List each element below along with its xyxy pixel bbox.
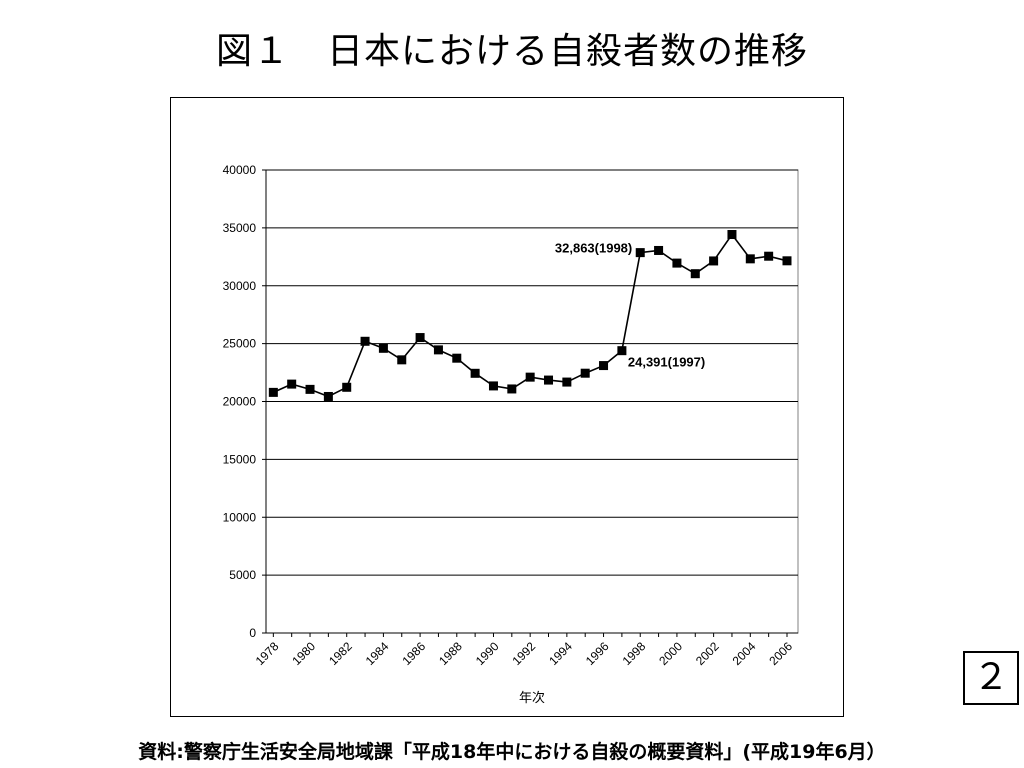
x-tick-label: 2006: [766, 639, 795, 668]
line-chart: 0 5000 10000 15000 20000 25000 30000 35000 40000…: [223, 163, 799, 706]
x-tick-label: 1988: [436, 639, 465, 668]
data-point: [727, 230, 737, 240]
x-axis-label: 年次: [519, 690, 545, 706]
y-tick-label: 10000: [223, 510, 257, 524]
x-tick-label: 2004: [730, 639, 759, 668]
data-point: [342, 382, 352, 392]
x-tick-label: 1978: [253, 639, 282, 668]
data-point: [323, 391, 333, 401]
data-label: 32,863(1998): [555, 241, 632, 256]
slide-title: 図１ 日本における自殺者数の推移: [215, 31, 808, 72]
x-tick-label: 1980: [289, 639, 318, 668]
data-point: [433, 345, 443, 355]
y-tick-label: 40000: [223, 163, 257, 177]
data-point: [562, 377, 572, 387]
data-point: [525, 372, 535, 382]
y-tick-label: 30000: [223, 279, 257, 293]
data-point: [397, 355, 407, 365]
data-point: [782, 256, 792, 266]
data-point: [654, 245, 664, 255]
data-point: [488, 381, 498, 391]
data-label: 24,391(1997): [628, 355, 705, 370]
data-point: [745, 254, 755, 264]
x-tick-label: 1994: [546, 639, 575, 668]
y-tick-label: 0: [249, 626, 256, 640]
y-tick-label: 35000: [223, 221, 257, 235]
x-tick-label: 2002: [693, 639, 722, 668]
data-point: [690, 269, 700, 279]
data-point: [544, 375, 554, 385]
x-tick-label: 2000: [656, 639, 685, 668]
data-point: [599, 361, 609, 371]
x-tick-label: 1992: [510, 639, 539, 668]
data-point: [287, 379, 297, 389]
data-point: [580, 368, 590, 378]
y-tick-label: 20000: [223, 395, 257, 409]
data-point: [617, 346, 627, 356]
source-note: 資料:警察庁生活安全局地域課「平成18年中における自殺の概要資料」(平成19年6…: [138, 741, 886, 763]
data-point: [709, 256, 719, 266]
data-point: [415, 333, 425, 343]
data-point: [470, 368, 480, 378]
x-tick-label: 1982: [326, 639, 355, 668]
page-number: ２: [963, 651, 1019, 705]
y-tick-label: 25000: [223, 337, 257, 351]
data-point: [507, 384, 517, 394]
y-tick-label: 5000: [229, 568, 256, 582]
data-point: [635, 248, 645, 258]
x-tick-label: 1990: [473, 639, 502, 668]
data-point: [305, 384, 315, 394]
x-tick-label: 1996: [583, 639, 612, 668]
data-point: [452, 353, 462, 363]
x-tick-label: 1986: [399, 639, 428, 668]
chart-frame: 0 5000 10000 15000 20000 25000 30000 35000 40000…: [170, 97, 844, 717]
data-point: [360, 336, 370, 346]
data-point: [268, 387, 278, 397]
y-tick-label: 15000: [223, 452, 257, 466]
data-point: [764, 251, 774, 261]
x-tick-label: 1998: [620, 639, 649, 668]
data-point: [672, 258, 682, 268]
data-point: [378, 343, 388, 353]
x-tick-label: 1984: [363, 639, 392, 668]
